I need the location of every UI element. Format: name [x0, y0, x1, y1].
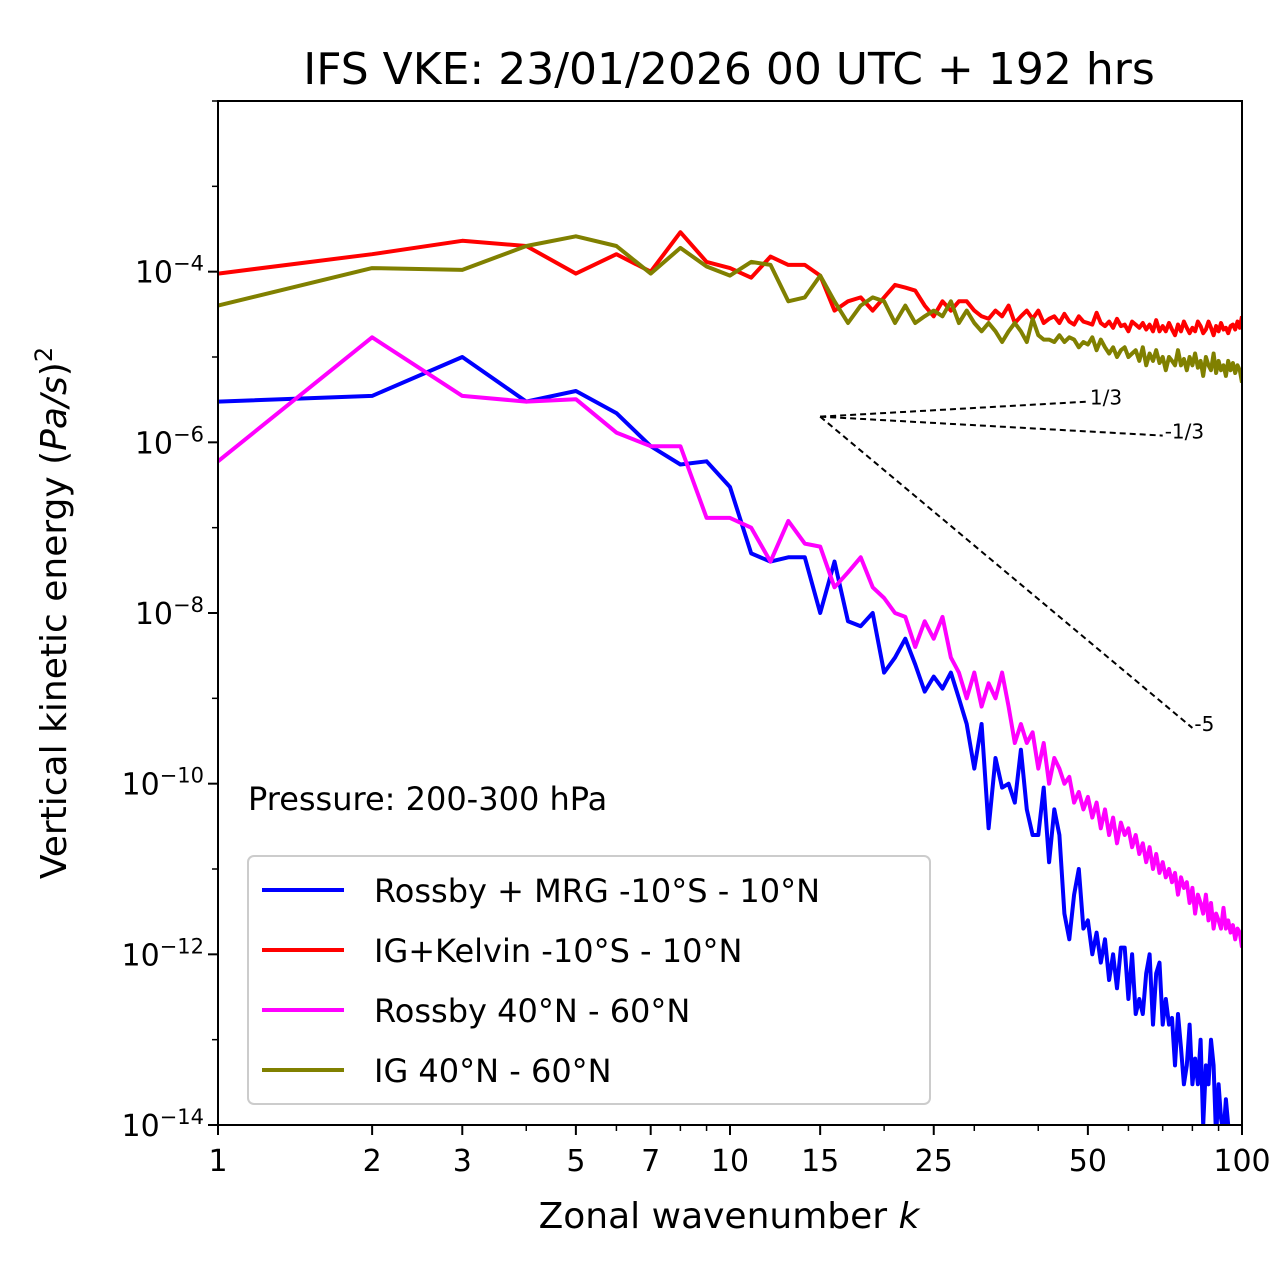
y-tick-label: 10−6 — [135, 422, 204, 461]
x-tick-label: 100 — [1213, 1144, 1270, 1179]
tick-layer: 1 2 3 5 7 10 15 25 50 10010−1410−1210−1010−810−61… — [121, 100, 1271, 1179]
x-tick-label: 3 — [453, 1144, 472, 1179]
legend-label: IG+Kelvin -10°S - 10°N — [374, 932, 742, 970]
x-tick-label: 5 — [566, 1144, 585, 1179]
x-tick-label: 2 — [363, 1144, 382, 1179]
slope-line — [820, 415, 1163, 437]
reference-slope-labels: 1/3 -1/3 -5 — [1090, 386, 1214, 736]
series-line-3 — [218, 234, 1242, 384]
slope-label: -1/3 — [1165, 420, 1204, 444]
x-tick-label: 7 — [641, 1144, 660, 1179]
y-axis-label: Vertical kinetic energy (Pa/s)2 — [30, 347, 75, 879]
legend: Rossby + MRG -10°S - 10°N IG+Kelvin -10°S… — [247, 855, 931, 1105]
y-tick-base: 10 — [135, 256, 173, 291]
y-tick-base: 10 — [121, 768, 159, 803]
x-axis-label-var: k — [899, 1196, 922, 1237]
y-axis-label-var: Pa/s — [34, 376, 75, 451]
y-axis-label-exponent: 2 — [30, 347, 58, 362]
x-tick-label: 25 — [915, 1144, 953, 1179]
series-line-0 — [218, 355, 1231, 1125]
y-tick-label: 10−8 — [135, 593, 204, 632]
series-layer — [218, 230, 1242, 1125]
x-axis-label-spacer — [887, 1196, 898, 1237]
x-tick-label: 10 — [711, 1144, 749, 1179]
y-tick-exponent: −4 — [173, 252, 204, 276]
y-tick-exponent: −6 — [173, 422, 204, 446]
y-tick-label: 10−10 — [121, 764, 204, 803]
y-tick-base: 10 — [121, 938, 159, 973]
legend-label: Rossby 40°N - 60°N — [374, 992, 690, 1030]
legend-label: IG 40°N - 60°N — [374, 1052, 612, 1090]
y-tick-label: 10−14 — [121, 1105, 204, 1144]
plot-area-frame — [217, 100, 1243, 1126]
x-axis-label: Zonal wavenumber k — [539, 1196, 922, 1237]
legend-label: Rossby + MRG -10°S - 10°N — [374, 872, 820, 910]
x-tick-label: 50 — [1069, 1144, 1107, 1179]
y-tick-base: 10 — [135, 597, 173, 632]
slope-label: 1/3 — [1090, 386, 1122, 410]
legend-entries: Rossby + MRG -10°S - 10°N IG+Kelvin -10°S… — [262, 872, 820, 1090]
y-tick-exponent: −14 — [160, 1105, 204, 1129]
slope-line — [820, 400, 1088, 418]
y-tick-base: 10 — [135, 426, 173, 461]
legend-box — [247, 855, 931, 1105]
y-axis-label-prefix: Vertical kinetic energy ( — [34, 451, 75, 879]
y-tick-label: 10−4 — [135, 252, 204, 291]
y-tick-exponent: −12 — [160, 934, 204, 958]
slope-line — [819, 415, 1194, 729]
pressure-annotation: Pressure: 200-300 hPa — [248, 780, 607, 818]
y-axis-label-suffix: ) — [34, 362, 75, 376]
y-tick-base: 10 — [121, 1109, 159, 1144]
y-tick-label: 10−12 — [121, 934, 204, 973]
x-tick-label: 15 — [801, 1144, 839, 1179]
slope-label: -5 — [1194, 712, 1214, 736]
series-line-1 — [218, 230, 1242, 338]
series-line-2 — [218, 335, 1242, 948]
x-axis-label-text: Zonal wavenumber — [539, 1196, 888, 1237]
y-tick-exponent: −8 — [173, 593, 204, 617]
chart-title: IFS VKE: 23/01/2026 00 UTC + 192 hrs — [303, 44, 1155, 95]
x-tick-label: 1 — [208, 1144, 227, 1179]
y-tick-exponent: −10 — [160, 764, 204, 788]
reference-slopes — [819, 400, 1194, 729]
